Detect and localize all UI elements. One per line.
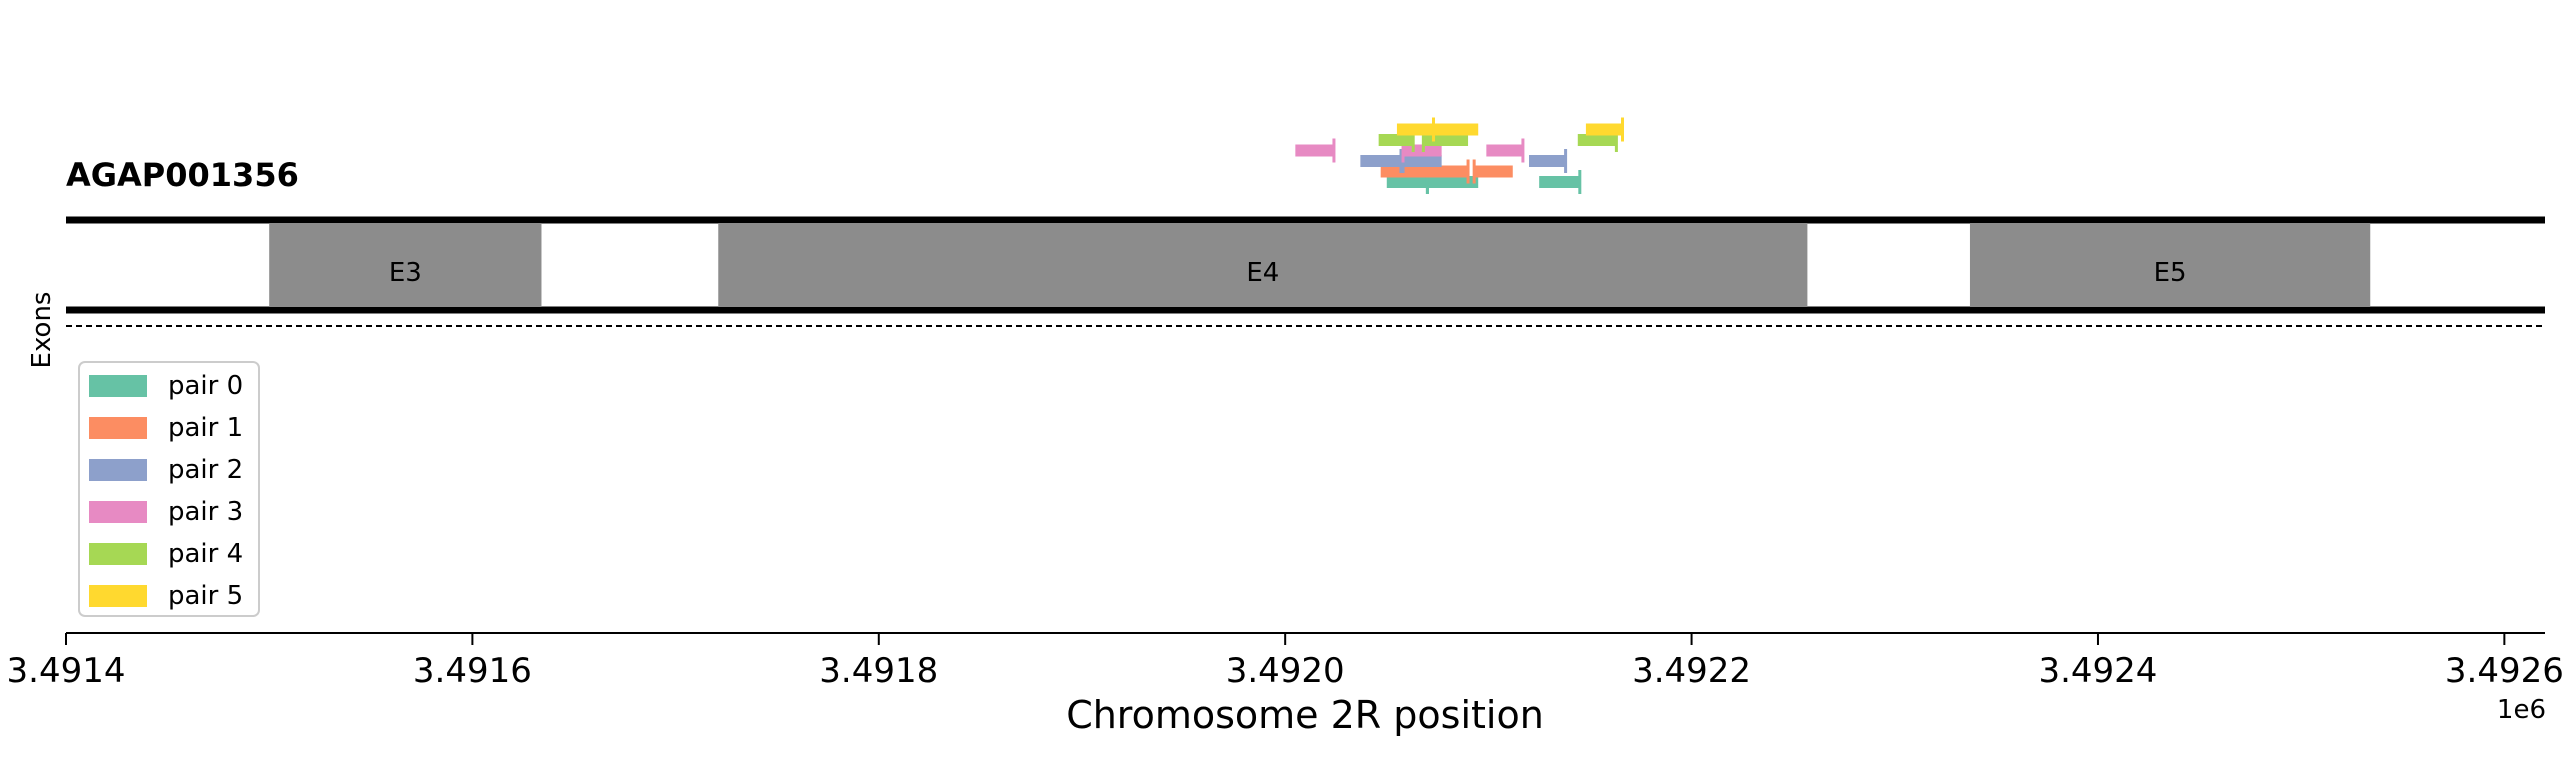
primer-extra-pair-0: [1539, 176, 1580, 188]
legend-label: pair 5: [168, 581, 243, 611]
x-axis-offset-label: 1e6: [2497, 695, 2546, 725]
primer-extra-pair-5: [1585, 123, 1623, 136]
exon-e3: [269, 223, 542, 307]
x-tick-label: 3.4922: [1632, 651, 1751, 691]
y-axis-label: Exons: [27, 292, 57, 369]
exon-e4: [718, 223, 1808, 307]
primer-reverse-pair-1: [1474, 165, 1513, 178]
legend-swatch: [89, 543, 147, 565]
legend-swatch: [89, 501, 147, 523]
legend: pair 0 pair 1 pair 2 pair 3 pair 4 pair 5: [78, 361, 260, 617]
primer-forward-pair-3: [1295, 144, 1334, 157]
legend-swatch: [89, 375, 147, 397]
legend-label: pair 0: [168, 371, 243, 401]
primer-reverse-pair-4: [1423, 134, 1469, 146]
x-tick-label: 3.4916: [413, 651, 532, 691]
primer-extra-pair-2: [1529, 155, 1566, 167]
primer-forward-pair-2: [1360, 155, 1402, 167]
x-tick-label: 3.4924: [2038, 651, 2157, 691]
legend-label: pair 2: [168, 455, 243, 485]
exon-label: E4: [1246, 258, 1279, 288]
exon-label: E5: [2154, 258, 2187, 288]
legend-label: pair 4: [168, 539, 243, 569]
x-axis-label: Chromosome 2R position: [1066, 693, 1544, 737]
primer-forward-pair-5: [1396, 123, 1434, 136]
chart-title: AGAP001356: [66, 156, 299, 194]
primer-reverse-pair-5: [1433, 123, 1479, 136]
primer-group: [1295, 117, 1624, 194]
primer-extra-pair-3: [1486, 144, 1523, 157]
legend-swatch: [89, 459, 147, 481]
legend-label: pair 1: [168, 413, 243, 443]
exon-e5: [1969, 223, 2371, 307]
x-tick-label: 3.4918: [819, 651, 938, 691]
x-tick-label: 3.4926: [2445, 651, 2564, 691]
x-axis-ticks: 3.4914 3.4916 3.4918 3.4920 3.4922 3.4924 3.49…: [7, 633, 2564, 691]
legend-swatch: [89, 417, 147, 439]
primer-extra-pair-4: [1577, 134, 1617, 146]
exon-label: E3: [389, 258, 422, 288]
primer-reverse-pair-0: [1427, 176, 1479, 188]
legend-label: pair 3: [168, 497, 243, 527]
primer-forward-pair-1: [1380, 165, 1469, 178]
x-tick-label: 3.4920: [1226, 651, 1345, 691]
x-tick-label: 3.4914: [7, 651, 126, 691]
exon-group: E3 E4 E5: [269, 223, 2371, 307]
legend-swatch: [89, 585, 147, 607]
primer-forward-pair-0: [1386, 176, 1428, 188]
primer-reverse-pair-2: [1403, 155, 1442, 167]
primer-forward-pair-4: [1378, 134, 1414, 146]
